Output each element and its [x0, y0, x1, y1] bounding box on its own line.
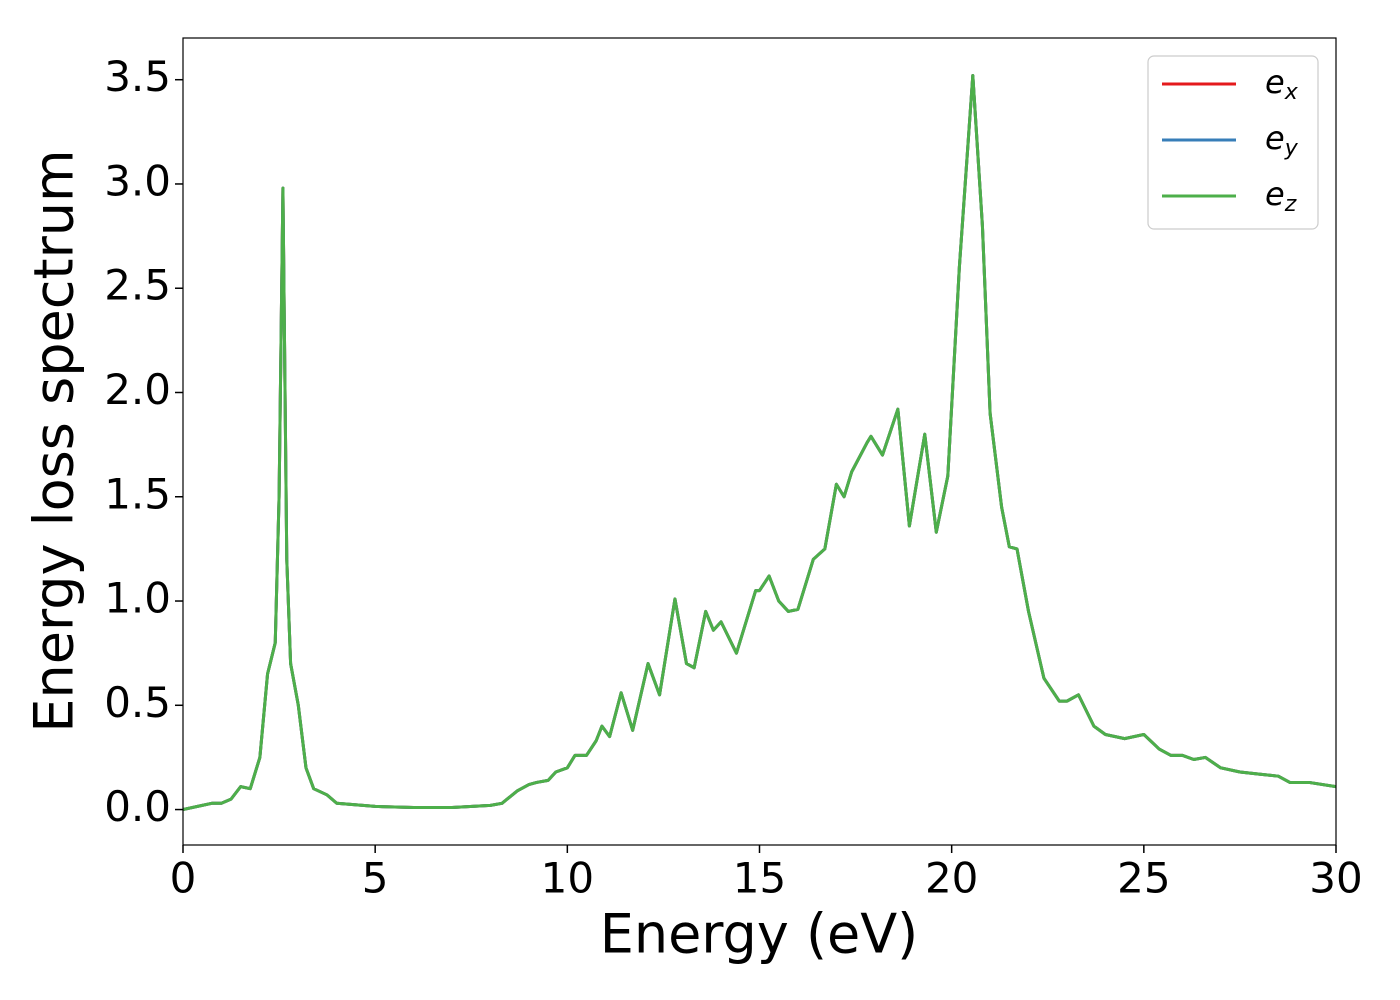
y-tick-label: 2.0	[104, 365, 171, 414]
x-axis-label: Energy (eV)	[600, 903, 919, 966]
x-tick-label: 0	[170, 854, 197, 903]
y-tick-label: 3.0	[104, 156, 171, 205]
legend-label: ey	[1265, 119, 1299, 161]
y-tick-label: 1.0	[104, 574, 171, 623]
legend-box	[1147, 55, 1319, 230]
x-tick-label: 20	[925, 854, 978, 903]
plot-frame	[182, 37, 1337, 846]
x-tick-label: 25	[1117, 854, 1170, 903]
legend-label: ex	[1265, 63, 1299, 105]
y-tick-label: 1.5	[104, 469, 171, 518]
x-tick-label: 30	[1309, 854, 1362, 903]
legend-label: ez	[1265, 175, 1297, 217]
y-tick-label: 3.5	[104, 52, 171, 101]
y-tick-label: 0.0	[104, 782, 171, 831]
y-tick-label: 2.5	[104, 261, 171, 310]
x-tick-label: 10	[541, 854, 594, 903]
series-line	[183, 74, 1336, 812]
x-tick-label: 15	[733, 854, 786, 903]
y-tick-label: 0.5	[104, 678, 171, 727]
y-axis-label: Energy loss spectrum	[23, 149, 86, 732]
x-tick-label: 5	[362, 854, 389, 903]
